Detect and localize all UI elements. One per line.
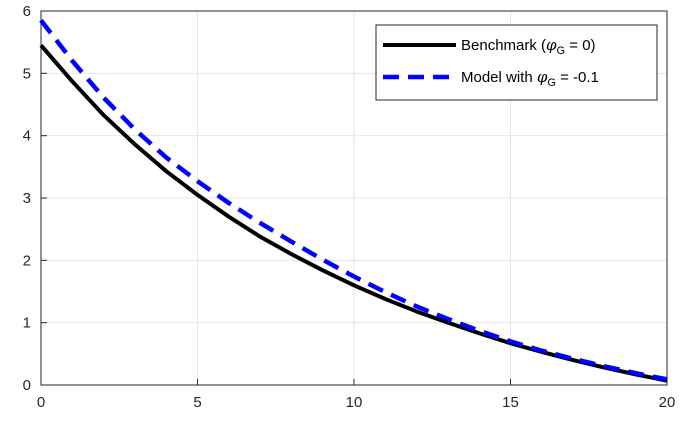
legend-suffix: = -0.1 bbox=[556, 69, 599, 86]
legend-symbol: φ bbox=[546, 36, 557, 54]
x-tick-label: 20 bbox=[659, 394, 676, 411]
y-tick-label: 0 bbox=[23, 377, 31, 394]
x-tick-label: 15 bbox=[502, 394, 519, 411]
legend-subscript: G bbox=[547, 77, 556, 89]
x-tick-label: 5 bbox=[193, 394, 201, 411]
axes: 0 5 10 15 20 0 1 2 3 4 5 6 bbox=[23, 3, 676, 411]
y-tick-label: 1 bbox=[23, 315, 31, 332]
legend: Benchmark (φG = 0) Model with φG = -0.1 bbox=[375, 24, 658, 101]
legend-label-benchmark: Benchmark (φG = 0) bbox=[461, 36, 596, 57]
y-tick-label: 3 bbox=[23, 190, 31, 207]
legend-prefix: Benchmark ( bbox=[461, 37, 546, 54]
legend-label-model: Model with φG = -0.1 bbox=[461, 68, 599, 89]
legend-prefix: Model with bbox=[461, 69, 537, 86]
series-line-model bbox=[39, 18, 668, 382]
x-tick-label: 10 bbox=[346, 394, 363, 411]
legend-box bbox=[375, 24, 658, 101]
legend-subscript: G bbox=[557, 45, 566, 57]
series-lines bbox=[39, 18, 668, 383]
x-tick-label: 0 bbox=[37, 394, 45, 411]
legend-suffix: = 0) bbox=[565, 37, 595, 54]
y-tick-label: 5 bbox=[23, 65, 31, 82]
legend-symbol: φ bbox=[537, 68, 548, 86]
y-tick-label: 6 bbox=[23, 3, 31, 20]
y-tick-label: 4 bbox=[23, 128, 31, 145]
y-tick-label: 2 bbox=[23, 252, 31, 269]
